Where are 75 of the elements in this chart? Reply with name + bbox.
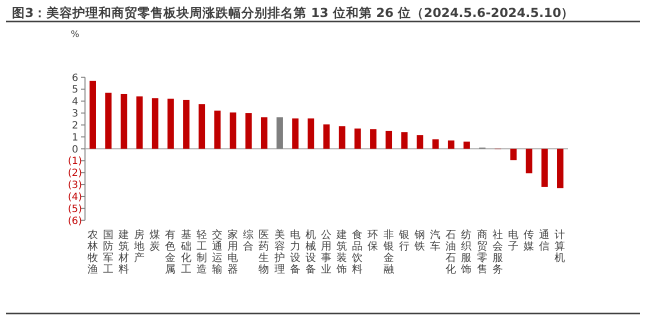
y-tick-label: 2 (72, 120, 78, 132)
bar (370, 129, 376, 149)
x-tick-label: 建筑装饰 (336, 228, 348, 276)
bar (338, 126, 346, 149)
x-tick-label: 煤炭 (150, 229, 161, 252)
chart-title: 图3：美容护理和商贸零售板块周涨跌幅分别排名第 13 位和第 26 位（2024.5.6-2024.5.10） (12, 5, 574, 20)
y-tick-label: 0 (72, 144, 78, 156)
bar (167, 98, 174, 149)
bar (292, 118, 299, 149)
y-tick-label: (2) (68, 168, 82, 180)
x-tick-label: 美容护理 (273, 228, 286, 276)
x-tick-label: 社会服务 (492, 228, 504, 276)
x-tick-label: 食品饮料 (351, 229, 364, 276)
y-tick-label: (3) (68, 180, 82, 192)
y-tick-label: 1 (72, 132, 78, 144)
x-tick-label: 电子 (508, 228, 519, 252)
bar (260, 117, 268, 149)
y-tick-label: 3 (72, 108, 78, 120)
y-tick-label: (4) (68, 192, 82, 203)
x-tick-label: 建筑材料 (117, 228, 130, 276)
bar (136, 96, 143, 149)
x-tick-label: 银行 (398, 229, 410, 252)
x-tick-label: 公用事业 (321, 229, 332, 276)
bar (448, 140, 454, 149)
bar (401, 132, 408, 149)
bar (230, 112, 236, 149)
x-tick-label: 传媒 (524, 229, 535, 252)
x-tick-label: 石油石化 (446, 229, 457, 276)
x-tick-label: 基础化工 (180, 228, 192, 276)
y-axis-title: % (70, 30, 80, 40)
bar (105, 92, 112, 149)
x-tick-label: 轻工制造 (196, 229, 208, 276)
bar (416, 135, 424, 149)
bar (245, 113, 252, 149)
x-tick-label: 非银金融 (382, 228, 394, 276)
bar (464, 142, 470, 149)
x-tick-label: 钢铁 (413, 229, 426, 252)
bar (276, 117, 283, 149)
bar (120, 94, 128, 149)
x-tick-label: 家用电器 (228, 228, 239, 276)
bar (152, 98, 158, 149)
x-tick-label: 农林牧渔 (86, 229, 98, 276)
bar (354, 128, 361, 149)
bar (323, 124, 330, 149)
y-tick-label: 6 (72, 72, 78, 84)
bar (90, 80, 96, 149)
x-tick-label: 机械设备 (305, 229, 316, 276)
bar (214, 110, 221, 149)
x-tick-label: 综合 (243, 228, 254, 252)
bar (557, 148, 564, 188)
x-tick-label: 有色金属 (165, 229, 176, 276)
bar (526, 148, 532, 174)
x-tick-label: 通信 (539, 228, 550, 252)
x-tick-label: 医药生物 (258, 229, 270, 276)
bar (541, 148, 548, 187)
y-tick-label: (1) (68, 156, 82, 168)
bar (308, 118, 314, 149)
y-tick-label: (5) (68, 204, 82, 215)
x-tick-label: 纺织服饰 (460, 228, 472, 276)
x-tick-label: 房地产 (133, 228, 146, 264)
y-tick-label: (6) (68, 216, 82, 227)
y-tick-label: 4 (72, 96, 78, 108)
bar (432, 139, 439, 149)
x-tick-label: 商贸零售 (476, 228, 488, 276)
x-tick-label: 汽车 (430, 229, 442, 252)
x-tick-label: 环保 (368, 229, 379, 252)
x-tick-label: 交通运输 (212, 228, 223, 276)
x-tick-label: 计算机 (554, 228, 566, 264)
y-tick-label: 5 (72, 84, 78, 96)
x-tick-label: 国防军工 (102, 229, 114, 276)
bar (198, 104, 206, 149)
bar (386, 130, 392, 149)
x-tick-label: 电力设备 (290, 228, 301, 276)
bar (183, 100, 190, 149)
bar (510, 148, 517, 160)
